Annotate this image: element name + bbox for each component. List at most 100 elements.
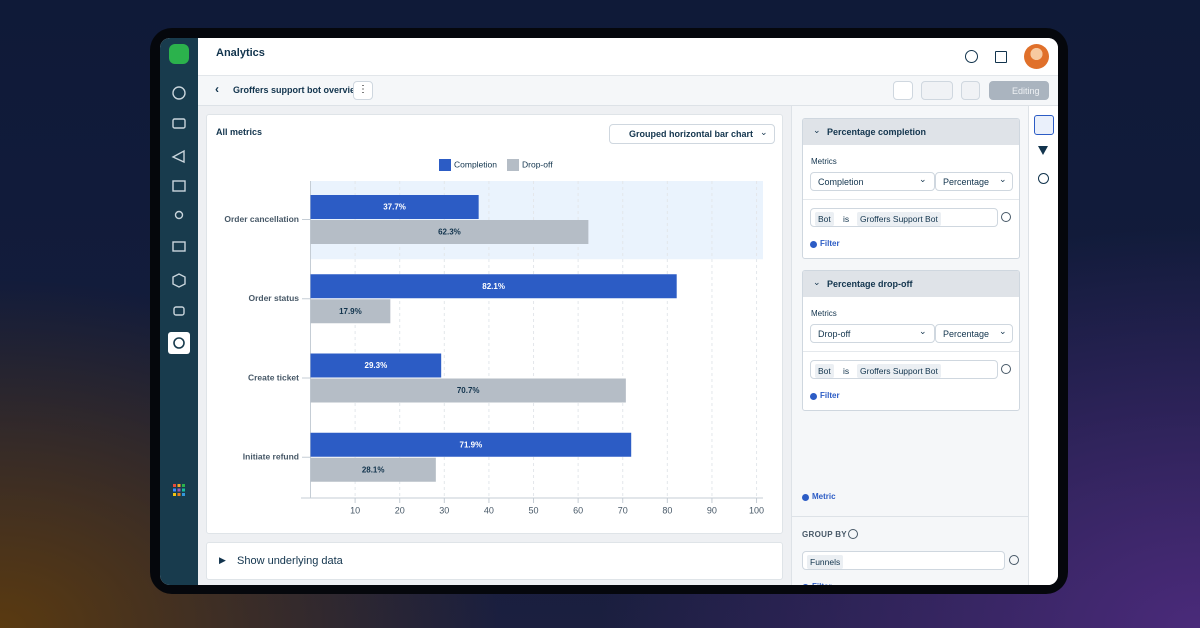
add-metric[interactable]: Metric (812, 492, 836, 501)
aggregation-value: Percentage (943, 177, 990, 187)
bar (310, 378, 626, 403)
legend-label: Completion (454, 159, 497, 169)
edit-label: Editing (1012, 86, 1040, 96)
x-tick-label: 80 (662, 505, 672, 515)
value-label: 29.3% (365, 361, 388, 370)
palette-tab[interactable] (1038, 173, 1049, 184)
inbox-icon[interactable] (172, 118, 186, 129)
legend-label: Drop-off (522, 159, 553, 169)
x-tick-label: 70 (618, 505, 628, 515)
metric-title: Percentage completion (827, 127, 927, 137)
remove-group[interactable] (1009, 555, 1019, 565)
legend-swatch (439, 159, 451, 171)
metric-box-header[interactable]: ⌄ Percentage drop-off (803, 271, 1019, 297)
dashboard-icon[interactable] (172, 86, 186, 100)
report-icon[interactable] (172, 241, 186, 252)
aggregation-select[interactable]: Percentage ⌄ (935, 172, 1013, 191)
config-panel: METRICS⌄Percentage completionMetricsComp… (791, 106, 1029, 585)
bar (310, 353, 442, 378)
category-label: Initiate refund (243, 452, 299, 462)
add-filter[interactable]: Filter (820, 391, 840, 400)
chevron: ⌄ (919, 174, 927, 184)
remove-filter[interactable] (1001, 364, 1011, 374)
metrics-label: Metrics (811, 309, 837, 318)
x-tick-label: 40 (484, 505, 494, 515)
plus-icon (810, 393, 817, 400)
panel-tabs (1028, 106, 1058, 585)
share-button[interactable] (921, 81, 953, 100)
underlying-data-label: Show underlying data (237, 555, 343, 567)
x-tick-label: 30 (439, 505, 449, 515)
filter-row[interactable]: Bot is Groffers Support Bot (810, 208, 998, 227)
collapse-chevron: ⌄ (813, 125, 821, 135)
chart-type-chevron: ⌄ (760, 127, 768, 137)
metric-box: ⌄ Percentage completion Metrics Completion ⌄… (802, 118, 1020, 259)
underlying-data-card[interactable]: ▶ Show underlying data (206, 542, 783, 580)
chart-type-select[interactable]: Grouped horizontal bar chart ⌄ (609, 124, 775, 144)
chart-card: All metrics Grouped horizontal bar chart… (206, 114, 783, 534)
gift-icon[interactable] (995, 51, 1007, 63)
value-label: 28.1% (362, 465, 385, 474)
remove-filter[interactable] (1001, 212, 1011, 222)
plus-icon (810, 241, 817, 248)
metric-select[interactable]: Drop-off ⌄ (810, 324, 935, 343)
expand-icon: ▶ (219, 555, 226, 565)
aggregation-select[interactable]: Percentage ⌄ (935, 324, 1013, 343)
toolbar: ‹ Groffers support bot overview ⋮ Editin… (198, 76, 1058, 106)
settings-active[interactable] (168, 332, 190, 354)
filter-field: Bot (815, 212, 834, 226)
group-by-value: Funnels (807, 555, 844, 569)
avatar[interactable] (1024, 44, 1049, 69)
box-icon[interactable] (172, 273, 186, 288)
category-label: Order cancellation (224, 214, 299, 224)
plus-icon (802, 494, 809, 501)
value-label: 82.1% (482, 282, 505, 291)
add-group-filter[interactable]: Filter (812, 582, 832, 585)
group-by-input[interactable]: Funnels (802, 551, 1005, 570)
info-icon (848, 529, 858, 539)
add-filter[interactable]: Filter (820, 239, 840, 248)
value-label: 70.7% (457, 386, 480, 395)
filter-row[interactable]: Bot is Groffers Support Bot (810, 360, 998, 379)
aggregation-value: Percentage (943, 329, 990, 339)
logo[interactable] (169, 44, 189, 64)
settings-tab[interactable] (1034, 115, 1054, 135)
value-label: 37.7% (383, 203, 406, 212)
metric-value: Drop-off (818, 329, 851, 339)
help-button[interactable] (893, 81, 913, 100)
screen: Analytics ‹ Groffers support bot overvie… (160, 38, 1058, 585)
campaign-icon[interactable] (171, 149, 185, 164)
help-icon[interactable] (965, 50, 978, 63)
sidebar-icons (168, 86, 190, 496)
bar (310, 274, 677, 299)
filter-tab[interactable] (1038, 146, 1048, 155)
metric-select[interactable]: Completion ⌄ (810, 172, 935, 191)
divider (803, 351, 1019, 352)
apps-icon[interactable] (173, 484, 185, 496)
page-title: Analytics (216, 47, 265, 59)
metric-box-header[interactable]: ⌄ Percentage completion (803, 119, 1019, 145)
calendar-button[interactable] (961, 81, 980, 100)
group-by-heading: GROUP BY (802, 530, 847, 539)
filter-value: Groffers Support Bot (857, 212, 941, 226)
bot-icon[interactable] (173, 306, 185, 316)
filter-operator: is (843, 214, 850, 224)
category-label: Order status (248, 293, 299, 303)
filter-field: Bot (815, 364, 834, 378)
more-button[interactable]: ⋮ (353, 81, 373, 100)
card-title: All metrics (216, 127, 263, 137)
edit-button[interactable]: Editing (989, 81, 1049, 100)
filter-operator: is (843, 366, 850, 376)
value-label: 62.3% (438, 228, 461, 237)
back-button[interactable]: ‹ (215, 82, 219, 96)
metrics-label: Metrics (811, 157, 837, 166)
dashboard-title: Groffers support bot overview (233, 85, 363, 95)
divider (792, 516, 1029, 517)
book-icon[interactable] (172, 180, 186, 192)
x-tick-label: 100 (749, 505, 764, 515)
sidebar (160, 38, 198, 585)
contact-icon[interactable] (174, 210, 184, 220)
collapse-chevron: ⌄ (813, 277, 821, 287)
value-label: 17.9% (339, 307, 362, 316)
